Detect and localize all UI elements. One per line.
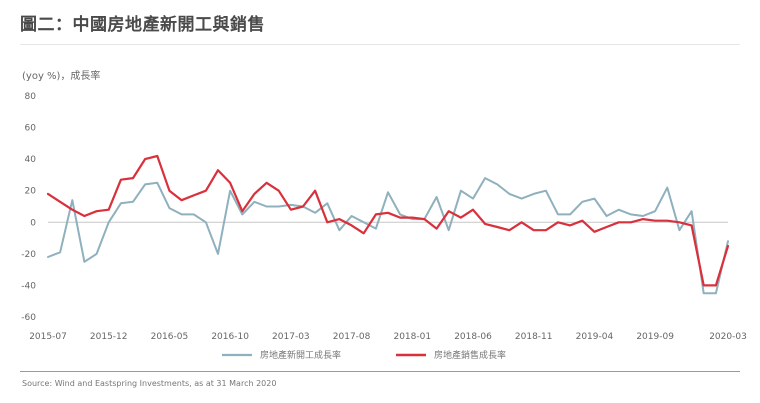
x-tick-label: 2015-12 <box>90 332 128 342</box>
x-tick-label: 2018-11 <box>515 332 553 342</box>
y-axis-ticks: 80 60 40 20 0 -20 -40 -60 <box>21 92 36 323</box>
x-tick-label: 2018-01 <box>393 332 431 342</box>
title-divider <box>20 44 740 45</box>
legend-label: 房地產銷售成長率 <box>434 349 506 361</box>
chart-title: 圖二：中國房地產新開工與銷售 <box>20 15 265 35</box>
y-tick-label: 40 <box>25 155 37 165</box>
x-tick-label: 2015-07 <box>29 332 67 342</box>
y-tick-label: -40 <box>21 281 36 291</box>
y-tick-label: 20 <box>25 187 37 197</box>
x-tick-label: 2019-09 <box>636 332 674 342</box>
x-tick-label: 2020-03 <box>709 332 747 342</box>
series-line-sales <box>46 154 730 287</box>
legend: 房地產新開工成長率 房地產銷售成長率 <box>222 349 506 361</box>
y-tick-label: 60 <box>25 124 37 134</box>
y-tick-label: 0 <box>30 218 36 228</box>
series-line-new-starts <box>47 177 729 295</box>
series-lines <box>46 154 730 295</box>
y-tick-label: -60 <box>21 313 36 323</box>
x-tick-label: 2016-10 <box>211 332 249 342</box>
source-note: Source: Wind and Eastspring Investments,… <box>22 379 277 388</box>
y-tick-label: -20 <box>21 250 36 260</box>
x-tick-label: 2017-08 <box>333 332 371 342</box>
x-tick-label: 2019-04 <box>576 332 614 342</box>
x-axis-ticks: 2015-07 2015-12 2016-05 2016-10 2017-03 2017-… <box>29 332 747 342</box>
source-divider <box>20 371 740 372</box>
x-tick-label: 2016-05 <box>151 332 189 342</box>
legend-label: 房地產新開工成長率 <box>260 349 341 361</box>
y-axis-unit-label: (yoy %)，成長率 <box>22 71 101 82</box>
y-tick-label: 80 <box>25 92 37 102</box>
x-tick-label: 2017-03 <box>272 332 310 342</box>
x-tick-label: 2018-06 <box>454 332 492 342</box>
